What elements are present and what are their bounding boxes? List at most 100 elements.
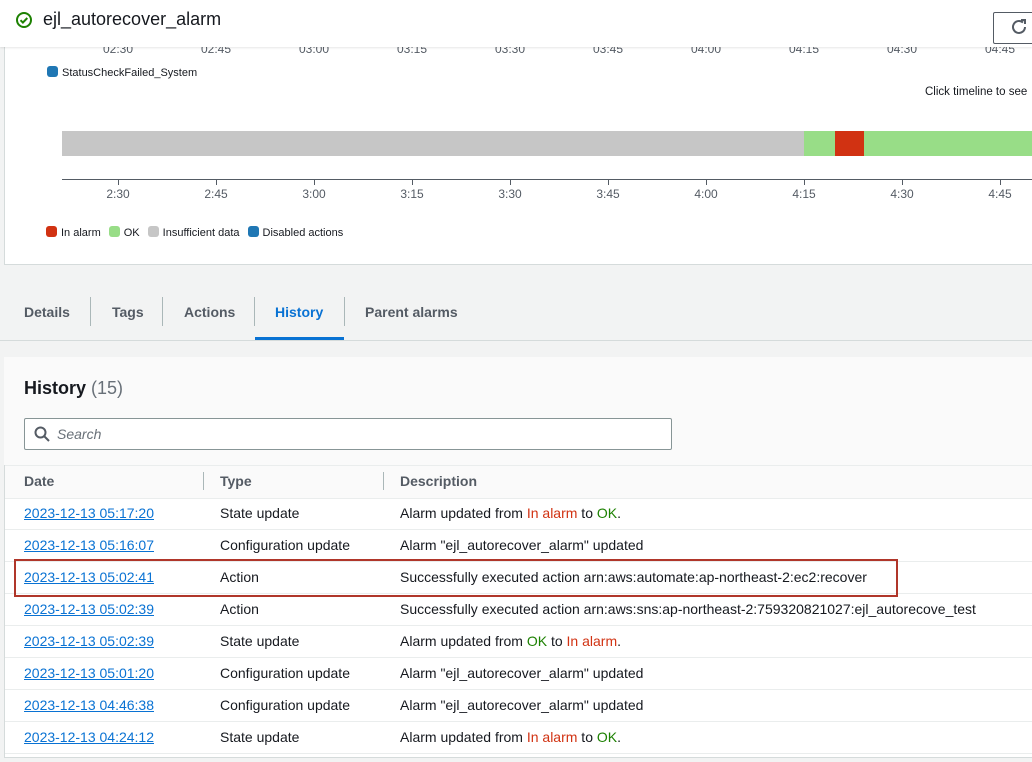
axis-line: [62, 179, 1032, 180]
description-part: .: [617, 633, 622, 649]
row-border: [5, 689, 1032, 690]
date-link[interactable]: 2023-12-13 04:46:38: [24, 697, 154, 713]
description-part: OK: [526, 633, 548, 649]
description-cell: Alarm updated from OK to In alarm.: [400, 633, 621, 649]
timeline-segment[interactable]: [804, 131, 835, 156]
ok-icon: [16, 12, 32, 28]
type-cell: Action: [220, 601, 259, 617]
row-border: [5, 561, 1032, 562]
legend-swatch: [247, 226, 259, 237]
tab[interactable]: Actions: [184, 304, 236, 320]
timeline-segment[interactable]: [62, 131, 804, 156]
tab-separator: [90, 297, 91, 326]
date-link[interactable]: 2023-12-13 05:02:39: [24, 633, 154, 649]
legend-swatch: [47, 66, 58, 77]
bottom-axis-label: 3:45: [596, 187, 620, 201]
axis-tick: [412, 180, 413, 185]
legend-swatch: [147, 226, 159, 237]
tab[interactable]: Parent alarms: [365, 304, 458, 320]
description-cell: Alarm updated from In alarm to OK.: [400, 505, 621, 521]
count: (15): [91, 378, 124, 398]
row-border: [5, 529, 1032, 530]
title-text: History: [24, 378, 87, 398]
description-part: Alarm "ejl_autorecover_alarm" updated: [400, 665, 644, 681]
row-border: [5, 753, 1032, 754]
bottom-axis-label: 4:00: [694, 187, 718, 201]
description-part: Alarm updated from: [400, 633, 527, 649]
bottom-axis-label: 2:30: [106, 187, 130, 201]
description-part: In alarm: [526, 505, 578, 521]
legend-swatch: [108, 226, 120, 237]
type-cell: State update: [220, 729, 300, 745]
search-input[interactable]: Search: [24, 418, 672, 450]
description-part: .: [617, 729, 622, 745]
description-part: Alarm "ejl_autorecover_alarm" updated: [400, 697, 644, 713]
tab-separator: [254, 297, 255, 326]
description-cell: Alarm updated from In alarm to OK.: [400, 729, 621, 745]
header-bar: [0, 0, 1032, 47]
axis-tick: [902, 180, 903, 185]
legend-text: OK: [123, 227, 140, 239]
description-cell: Alarm "ejl_autorecover_alarm" updated: [400, 665, 643, 681]
tab[interactable]: Tags: [112, 304, 144, 320]
description-part: Successfully executed action arn:aws:aut…: [400, 569, 867, 585]
timeline-segment[interactable]: [864, 131, 1032, 156]
column-header: Description: [400, 473, 478, 489]
date-link[interactable]: 2023-12-13 05:17:20: [24, 505, 154, 521]
description-cell: Alarm "ejl_autorecover_alarm" updated: [400, 697, 643, 713]
tab-separator: [162, 297, 163, 326]
bottom-axis-label: 4:15: [792, 187, 816, 201]
table-header-bg: [5, 465, 1032, 499]
state-legend: In alarm OK Insufficient data Disabled acti…: [46, 226, 351, 239]
column-header: Date: [24, 473, 55, 489]
description-part: .: [617, 505, 622, 521]
column-header: Type: [220, 473, 252, 489]
type-cell: Action: [220, 569, 259, 585]
highlight-box: [14, 559, 898, 597]
description-part: Successfully executed action arn:aws:sns…: [400, 601, 976, 617]
search-placeholder: Search: [57, 426, 102, 442]
history-title: History (15): [24, 378, 123, 399]
legend-text: In alarm: [61, 227, 101, 239]
row-border: [5, 593, 1032, 594]
bottom-axis-label: 4:30: [890, 187, 914, 201]
row-border: [5, 657, 1032, 658]
description-part: Alarm updated from: [400, 505, 527, 521]
axis-tick: [804, 180, 805, 185]
metric-legend: StatusCheckFailed_System: [47, 66, 197, 79]
description-part: Alarm updated from: [400, 729, 527, 745]
description-part: to: [577, 729, 597, 745]
axis-tick: [706, 180, 707, 185]
axis-tick: [1000, 180, 1001, 185]
active-tab-indicator: [255, 337, 344, 340]
alarm-title: ejl_autorecover_alarm: [43, 9, 222, 29]
tab-divider: [0, 340, 1032, 341]
tab[interactable]: Details: [24, 304, 70, 320]
type-cell: State update: [220, 505, 300, 521]
bottom-axis-label: 3:30: [498, 187, 522, 201]
date-link[interactable]: 2023-12-13 05:02:41: [24, 569, 154, 585]
date-link[interactable]: 2023-12-13 05:01:20: [24, 665, 154, 681]
type-cell: State update: [220, 633, 300, 649]
tab[interactable]: History: [275, 304, 324, 320]
date-link[interactable]: 2023-12-13 04:24:12: [24, 729, 154, 745]
description-part: In alarm: [526, 729, 578, 745]
description-part: Alarm "ejl_autorecover_alarm" updated: [400, 537, 644, 553]
description-part: to: [577, 505, 597, 521]
axis-tick: [216, 180, 217, 185]
description-part: OK: [596, 505, 618, 521]
timeline-segment[interactable]: [835, 131, 864, 156]
description-cell: Successfully executed action arn:aws:aut…: [400, 569, 867, 585]
description-part: OK: [596, 729, 618, 745]
timeline-hint: Click timeline to see: [925, 86, 1028, 98]
description-part: In alarm: [566, 633, 618, 649]
axis-tick: [314, 180, 315, 185]
legend-text: Insufficient data: [162, 227, 240, 239]
date-link[interactable]: 2023-12-13 05:02:39: [24, 601, 154, 617]
column-separator: [203, 472, 204, 490]
date-link[interactable]: 2023-12-13 05:16:07: [24, 537, 154, 553]
description-cell: Alarm "ejl_autorecover_alarm" updated: [400, 537, 643, 553]
row-border: [5, 625, 1032, 626]
refresh-button[interactable]: [993, 12, 1032, 44]
